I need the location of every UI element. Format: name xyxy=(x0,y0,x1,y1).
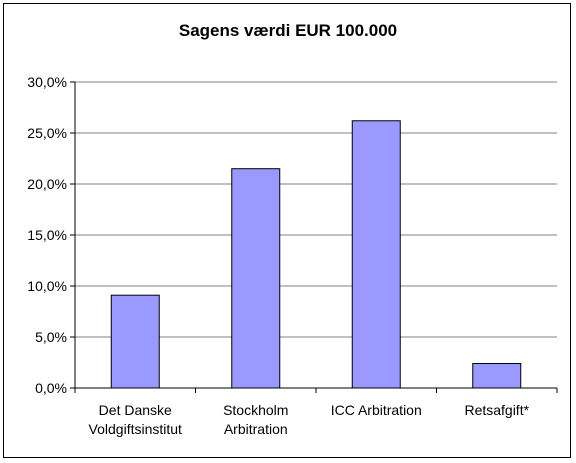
y-tick-label: 0,0% xyxy=(35,380,67,396)
x-category-label: Retsafgift* xyxy=(464,402,529,418)
y-tick-label: 30,0% xyxy=(27,74,67,90)
x-category-label-line: Voldgiftsinstitut xyxy=(89,421,182,437)
chart-title: Sagens værdi EUR 100.000 xyxy=(178,21,398,40)
x-category-label-line: Det Danske xyxy=(99,402,172,418)
bar xyxy=(231,168,281,389)
x-category-label-line: Retsafgift* xyxy=(464,402,529,418)
bar xyxy=(472,363,522,389)
x-category-label-line: Stockholm xyxy=(223,402,288,418)
y-tick-label: 20,0% xyxy=(27,176,67,192)
y-tick-label: 15,0% xyxy=(27,227,67,243)
x-category-label: ICC Arbitration xyxy=(331,402,422,418)
y-tick-label: 25,0% xyxy=(27,125,67,141)
bar xyxy=(351,120,401,389)
y-tick-label: 5,0% xyxy=(35,329,67,345)
x-category-label: Det Danske Voldgiftsinstitut xyxy=(89,402,182,437)
x-category-label-line: ICC Arbitration xyxy=(331,402,422,418)
bar xyxy=(110,294,160,389)
x-category-label-line: Arbitration xyxy=(224,421,288,437)
x-category-label: Stockholm Arbitration xyxy=(223,402,288,437)
y-tick-label: 10,0% xyxy=(27,278,67,294)
